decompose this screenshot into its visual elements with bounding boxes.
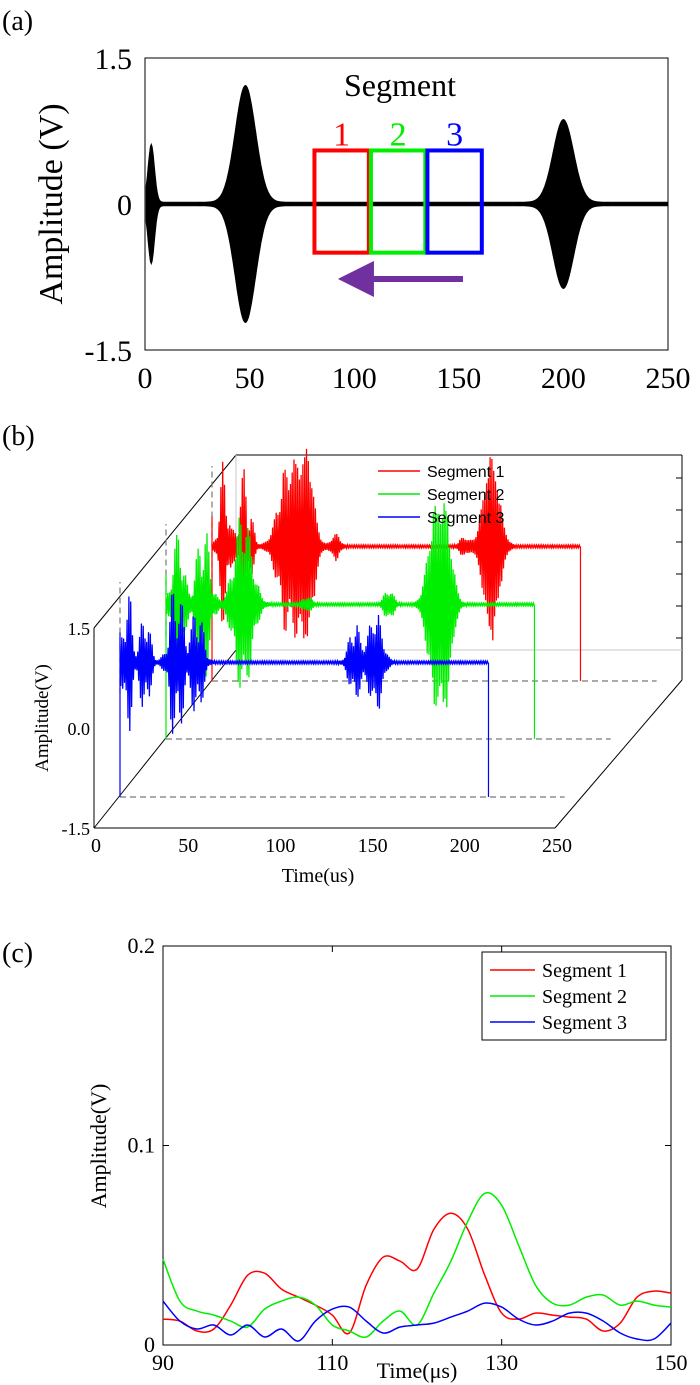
x-tick-label: 200 [541, 362, 586, 395]
panel-c-xlabel: Time(μs) [377, 1358, 458, 1383]
panel-b-traces [119, 448, 657, 798]
box-edge [93, 649, 237, 829]
panel-a: (a) Amplitude (V) 1.50-1.5 0 50 100 150 200 2… [2, 6, 691, 395]
y-tick-label: 1.5 [95, 43, 133, 76]
x-tick-label: 100 [332, 362, 377, 395]
panel-a-ylabel: Amplitude (V) [33, 103, 70, 304]
y-tick-label: 0.0 [68, 719, 91, 739]
y-tick-label: 0.2 [128, 933, 156, 958]
trace-segment-2 [165, 503, 535, 708]
trace-segment-3 [119, 593, 489, 734]
segment-box-2 [368, 148, 428, 255]
legend-label: Segment 1 [542, 960, 627, 982]
x-tick-label: 150 [436, 362, 481, 395]
legend-label: Segment 2 [427, 487, 504, 504]
panel-a-signal [145, 84, 669, 324]
x-tick-label: 90 [152, 1350, 174, 1375]
y-tick-label: 0 [144, 1332, 155, 1357]
panel-a-yticks: 1.5 0 -1.5 [85, 43, 133, 368]
panel-b-ylabel: Amplitude(V) [32, 664, 53, 772]
legend-label: Segment 3 [427, 510, 504, 527]
segment-box-label: 3 [446, 116, 463, 153]
panel-c-label: (c) [2, 938, 33, 969]
y-tick-label: -1.5 [62, 819, 91, 839]
y-tick-label: 0 [117, 189, 132, 222]
segment-title: Segment [344, 67, 456, 103]
segment-box-label: 2 [390, 116, 407, 153]
x-tick-label: 150 [655, 1350, 688, 1375]
x-tick-label: 50 [178, 835, 198, 857]
segment-box-1 [312, 148, 371, 255]
x-tick-label: 50 [235, 362, 265, 395]
panel-c-ylabel: Amplitude(V) [86, 1084, 111, 1209]
legend-label: Segment 1 [427, 464, 504, 481]
segment-annotation: Segment 1 2 3 [312, 67, 484, 297]
panel-c: (c) Amplitude(V) Time(μs) 0.2 0.1 090 110 13… [2, 933, 688, 1383]
line-segment-1 [162, 1212, 672, 1335]
panel-a-xticks: 0 50 100 150 200 250 [138, 362, 691, 395]
panel-c-legend: Segment 1 Segment 2 Segment 3 [481, 951, 667, 1041]
panel-a-label: (a) [2, 6, 33, 37]
y-tick-label: -1.5 [85, 335, 133, 368]
segment-box-label: 1 [333, 116, 350, 153]
panel-c-ticks: 0.2 0.1 090 110 130 150 [128, 933, 688, 1375]
x-tick-label: 130 [485, 1350, 518, 1375]
panel-b-ticks: 1.5 0.0 -1.50 50 100 150 200 250 [62, 619, 573, 857]
x-tick-label: 150 [358, 835, 388, 857]
x-tick-label: 250 [542, 835, 572, 857]
panel-b-label: (b) [2, 421, 35, 452]
x-tick-label: 0 [91, 835, 101, 857]
legend-label: Segment 3 [542, 1012, 627, 1034]
legend-label: Segment 2 [542, 986, 627, 1008]
x-tick-label: 110 [316, 1350, 348, 1375]
y-tick-label: 0.1 [128, 1133, 156, 1158]
segment-box-3 [425, 148, 484, 255]
trace-segment-1 [211, 448, 581, 641]
y-tick-label: 1.5 [68, 619, 91, 639]
x-tick-label: 100 [265, 835, 295, 857]
panel-b-legend: Segment 1 Segment 2 Segment 3 [378, 464, 504, 527]
panel-c-lines [162, 1192, 672, 1342]
box-edge [554, 679, 683, 829]
x-tick-label: 250 [646, 362, 691, 395]
x-tick-label: 200 [450, 835, 480, 857]
line-segment-3 [162, 1300, 672, 1342]
panel-b: (b) 1.5 0.0 -1.50 50 100 150 200 250 Amplitude(… [2, 421, 683, 887]
x-tick-label: 0 [138, 362, 153, 395]
panel-b-xlabel: Time(us) [282, 865, 355, 887]
